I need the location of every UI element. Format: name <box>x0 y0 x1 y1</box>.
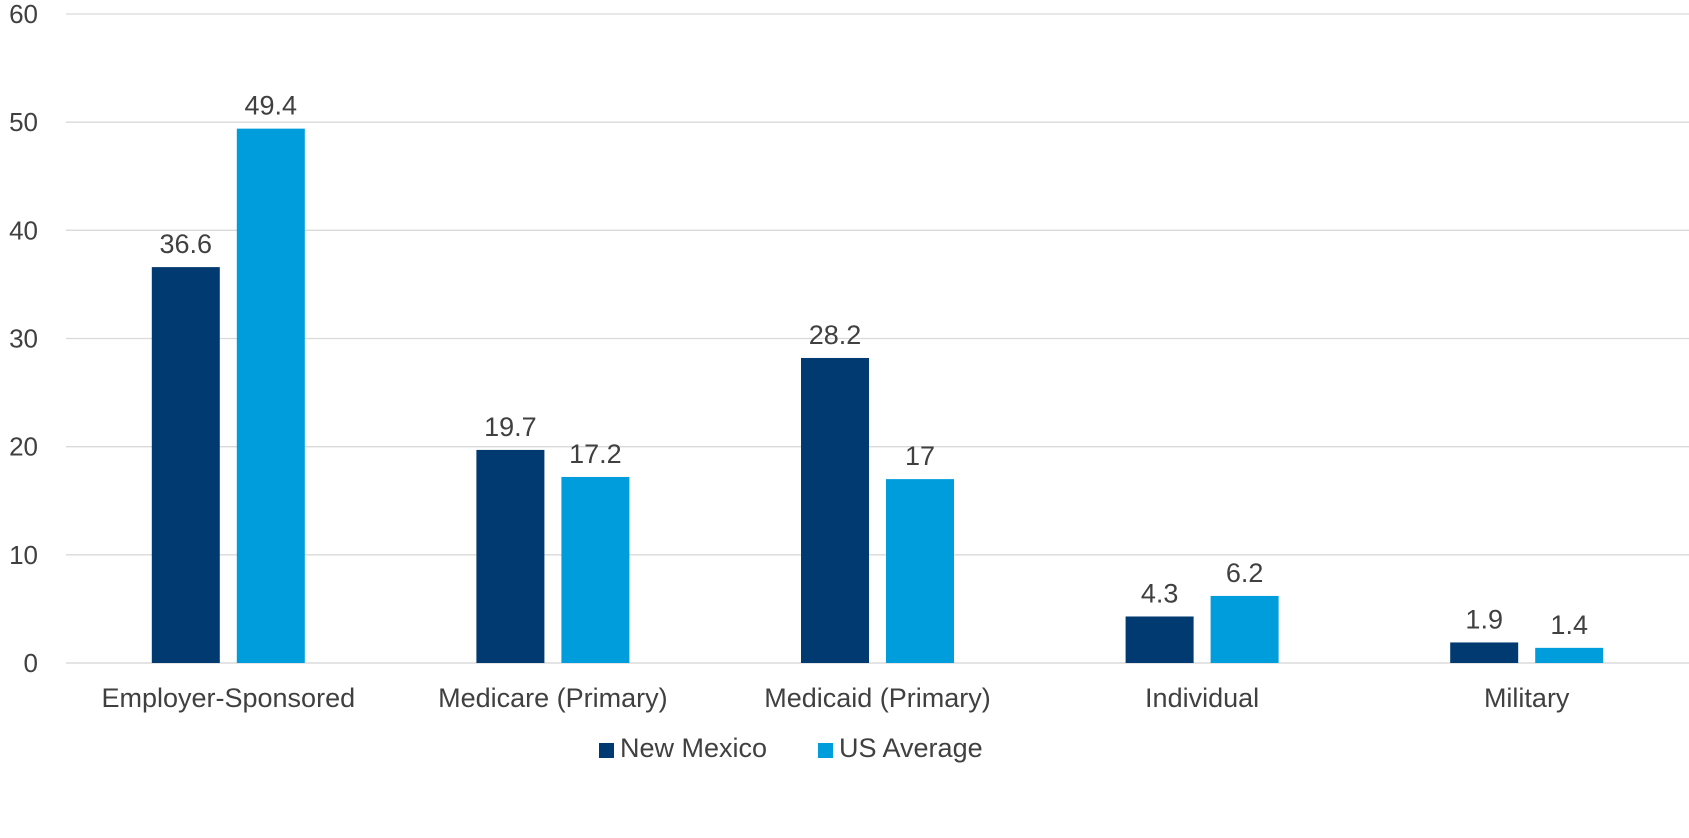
y-tick-label: 0 <box>24 648 38 678</box>
y-tick-label: 30 <box>9 324 38 354</box>
gridlines <box>66 13 1689 664</box>
legend-swatch <box>599 743 614 758</box>
bar <box>1535 647 1604 663</box>
bar <box>151 267 220 663</box>
bar <box>236 128 305 663</box>
bar <box>1210 595 1279 663</box>
x-tick-label: Medicare (Primary) <box>438 683 668 713</box>
y-tick-label: 60 <box>9 0 38 29</box>
data-label: 1.9 <box>1465 604 1503 634</box>
data-labels: 36.6 49.4 19.7 17.2 28.2 17 4.3 6.2 1.9 1.4 <box>160 91 1588 640</box>
legend-swatch <box>818 743 833 758</box>
bar <box>801 357 869 663</box>
data-label: 49.4 <box>245 91 298 121</box>
x-tick-label: Individual <box>1145 683 1259 713</box>
legend: New Mexico US Average <box>599 733 983 763</box>
x-tick-label: Military <box>1484 683 1570 713</box>
bars <box>151 128 1604 663</box>
x-axis-ticks: Employer-Sponsored Medicare (Primary) Medi… <box>101 683 1569 713</box>
bar <box>1450 642 1519 663</box>
data-label: 1.4 <box>1550 610 1588 640</box>
bar <box>886 479 954 663</box>
x-tick-label: Employer-Sponsored <box>101 683 355 713</box>
data-label: 6.2 <box>1226 558 1264 588</box>
data-label: 19.7 <box>484 412 537 442</box>
y-tick-label: 20 <box>9 432 38 462</box>
data-label: 17.2 <box>569 439 622 469</box>
legend-label: US Average <box>839 733 983 763</box>
data-label: 36.6 <box>160 229 213 259</box>
bar <box>561 476 630 663</box>
y-axis-ticks: 0 10 20 30 40 50 60 <box>9 0 38 678</box>
data-label: 28.2 <box>809 320 862 350</box>
bar <box>476 449 545 663</box>
legend-label: New Mexico <box>620 733 767 763</box>
x-tick-label: Medicaid (Primary) <box>764 683 991 713</box>
data-label: 4.3 <box>1141 578 1179 608</box>
y-tick-label: 40 <box>9 215 38 245</box>
y-tick-label: 50 <box>9 107 38 137</box>
y-tick-label: 10 <box>9 540 38 570</box>
bar <box>1125 616 1194 663</box>
data-label: 17 <box>905 441 935 471</box>
